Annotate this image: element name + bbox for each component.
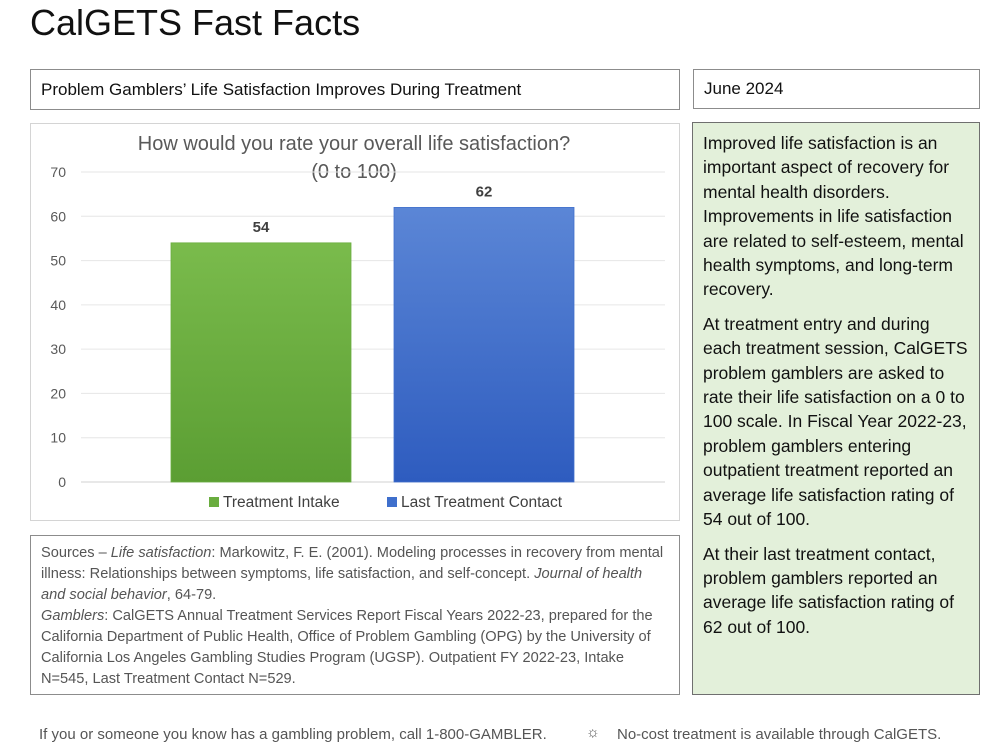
legend-swatch: [387, 497, 397, 507]
y-tick-label: 0: [58, 474, 66, 490]
info-paragraph: At their last treatment contact, problem…: [703, 543, 954, 637]
data-label: 62: [476, 183, 493, 200]
page-subtitle: Problem Gamblers’ Life Satisfaction Impr…: [41, 80, 522, 99]
subtitle-box: Problem Gamblers’ Life Satisfaction Impr…: [30, 69, 680, 110]
data-label: 54: [253, 219, 270, 236]
y-tick-label: 70: [50, 164, 66, 180]
y-tick-label: 30: [50, 341, 66, 357]
info-paragraph: At treatment entry and during each treat…: [703, 313, 968, 530]
bar: [393, 207, 575, 483]
y-tick-label: 60: [50, 208, 66, 224]
sources-panel: Sources – Life satisfaction: Markowitz, …: [30, 535, 680, 695]
source-1-text: : Markowitz, F. E. (2001). Modeling proc…: [41, 545, 664, 582]
y-tick-label: 10: [50, 430, 66, 446]
y-tick-label: 20: [50, 385, 66, 401]
source-2-text: : CalGETS Annual Treatment Services Repo…: [41, 608, 653, 687]
legend-label: Last Treatment Contact: [401, 494, 563, 511]
source-1-journal: Journal of health and social behavior: [41, 566, 643, 603]
footer-treatment-note: No-cost treatment is available through C…: [617, 726, 942, 743]
legend-swatch: [209, 497, 219, 507]
sources-lead: Sources –: [41, 545, 111, 561]
bar-chart: How would you rate your overall life sat…: [50, 133, 665, 511]
date-box: June 2024: [693, 69, 980, 109]
sun-icon: ☼: [586, 724, 600, 741]
bar: [170, 242, 352, 483]
publication-date: June 2024: [704, 79, 784, 98]
chart-panel: How would you rate your overall life sat…: [30, 123, 680, 521]
page-title: CalGETS Fast Facts: [30, 2, 361, 43]
source-1-pages: , 64-79.: [166, 587, 217, 603]
info-panel: Improved life satisfaction is an importa…: [692, 122, 980, 695]
y-tick-label: 40: [50, 297, 66, 313]
legend-label: Treatment Intake: [223, 494, 340, 511]
y-tick-label: 50: [50, 253, 66, 269]
source-1-label: Life satisfaction: [110, 545, 212, 561]
info-paragraph: Improved life satisfaction is an importa…: [703, 133, 964, 300]
source-2-label: Gamblers: [41, 608, 105, 624]
footer-helpline: If you or someone you know has a gamblin…: [39, 726, 547, 743]
chart-title: How would you rate your overall life sat…: [138, 133, 570, 155]
sources-text: Sources – Life satisfaction: Markowitz, …: [41, 543, 669, 690]
